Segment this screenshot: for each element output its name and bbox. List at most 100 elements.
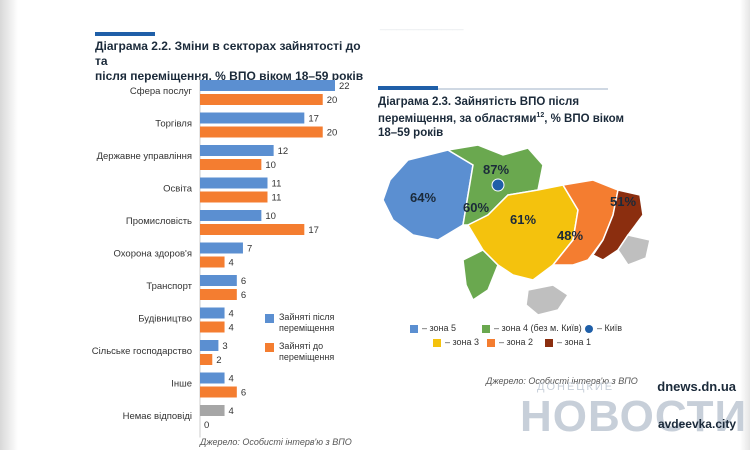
left-chart-title-line2: після переміщення, % ВПО віком 18–59 рок… <box>95 69 364 83</box>
page-edge-shadow <box>0 0 18 450</box>
bar <box>200 145 274 156</box>
map-legend-zone4: – зона 4 (без м. Київ) <box>482 323 582 333</box>
legend-text-zone5: – зона 5 <box>422 323 457 333</box>
map-title-line1: Діаграма 2.3. Зайнятість ВПО після <box>378 96 580 108</box>
map-kyiv-dot <box>491 178 505 192</box>
bar-value-label: 20 <box>327 128 338 139</box>
category-label: Державне управління <box>97 151 192 162</box>
legend-text-zone4: – зона 4 (без м. Київ) <box>494 323 582 333</box>
legend-swatch-zone2 <box>487 338 495 347</box>
map-source: Джерело: Особисті інтерв'ю з ВПО <box>486 376 638 386</box>
map-title-rule <box>438 88 608 90</box>
category-label: Інше <box>171 379 192 390</box>
map-legend-kyiv: – Київ <box>585 323 622 333</box>
bar <box>200 191 268 203</box>
category-label: Транспорт <box>146 281 192 292</box>
category-label: Будівництво <box>138 314 192 325</box>
bar-value-label: 4 <box>229 406 234 417</box>
bar-value-label: 17 <box>308 114 319 125</box>
legend-label-before: Зайняті до переміщення <box>279 341 335 362</box>
bar <box>200 177 268 189</box>
map-label-kyiv: 87% <box>483 162 510 177</box>
bar <box>200 94 323 105</box>
category-label: Сфера послуг <box>130 86 193 97</box>
bar-value-label: 22 <box>339 81 350 92</box>
bar <box>200 386 237 398</box>
map-zone-2 <box>551 179 619 266</box>
bar <box>200 224 305 235</box>
legend-swatch-zone4 <box>482 324 490 333</box>
bar-value-label: 10 <box>265 160 276 171</box>
faded-background-text: _______________ <box>380 20 464 31</box>
watermark-news-logo: НОВОСТИ <box>520 392 748 441</box>
category-label: Охорона здоров'я <box>114 249 193 260</box>
left-chart-source: Джерело: Особисті інтерв'ю з ВПО <box>200 437 352 447</box>
bar-value-label: 0 <box>204 420 209 431</box>
legend-swatch-zone1 <box>545 338 553 347</box>
legend-swatch-after <box>265 314 274 323</box>
category-label: Промисловість <box>126 216 192 227</box>
bar-value-label: 4 <box>229 374 234 385</box>
bar <box>200 372 225 384</box>
bar <box>200 405 225 416</box>
legend-text-zone3: – зона 3 <box>445 337 480 347</box>
bar <box>200 354 213 365</box>
map-zone-1 <box>591 189 644 261</box>
legend-text-zone2: – зона 2 <box>499 337 534 347</box>
bar <box>200 159 262 170</box>
bar <box>200 80 335 91</box>
bar <box>200 340 219 351</box>
map-title-footnote: 12 <box>536 112 545 119</box>
bar-value-label: 7 <box>247 244 252 255</box>
bar-value-label: 4 <box>229 323 234 334</box>
bar-value-label: 6 <box>241 290 246 301</box>
bar-value-label: 20 <box>327 95 338 106</box>
map-title-line2-tail: , % ВПО віком <box>544 112 624 125</box>
map-title-line3: 18–59 років <box>378 126 444 139</box>
page-edge-shadow-right <box>740 0 750 450</box>
left-chart-title-line1: Діаграма 2.2. Зміни в секторах зайнятост… <box>95 39 361 68</box>
category-label: Немає відповіді <box>123 411 192 422</box>
bar-value-label: 3 <box>222 341 227 352</box>
bar <box>200 321 225 333</box>
bar-value-label: 11 <box>272 193 282 204</box>
map-label-zone5: 64% <box>410 190 437 205</box>
map-label-zone1: 51% <box>610 194 637 209</box>
legend-text-kyiv: – Київ <box>597 323 623 333</box>
map-label-zone3: 61% <box>510 212 537 227</box>
watermark-city: avdeevka.city <box>657 417 736 431</box>
map-title-line2: переміщення, за областями12, % ВПО віком <box>378 109 628 126</box>
bar-value-label: 4 <box>229 309 234 320</box>
legend-label-after: Зайняті після переміщення <box>279 312 335 333</box>
watermark-site: dnews.dn.ua <box>657 379 736 394</box>
bar <box>200 242 243 254</box>
map-label-zone4: 60% <box>463 200 490 215</box>
left-chart-title: Діаграма 2.2. Зміни в секторах зайнятост… <box>95 39 365 84</box>
legend-swatch-zone5 <box>410 324 418 333</box>
map-crimea <box>525 284 570 316</box>
watermark-sub: ДОНЕЦКИЕ <box>537 381 615 393</box>
title-accent-bar <box>95 32 155 36</box>
bar <box>200 126 323 138</box>
ukraine-map <box>382 144 651 316</box>
bar-value-label: 10 <box>265 211 276 222</box>
bar <box>200 112 305 124</box>
bar-value-label: 17 <box>308 225 319 236</box>
bar-value-label: 6 <box>241 276 246 287</box>
bar <box>200 210 262 221</box>
legend-swatch-kyiv <box>585 324 593 333</box>
legend-swatch-before <box>265 343 274 352</box>
bar-value-label: 2 <box>216 355 221 366</box>
map-legend-zone1: – зона 1 <box>545 337 591 347</box>
bar <box>200 256 225 268</box>
bar-value-label: 4 <box>229 258 234 269</box>
bar-value-label: 11 <box>272 179 282 190</box>
bar <box>200 289 237 300</box>
map-label-zone2: 48% <box>557 228 584 243</box>
bar <box>200 275 237 286</box>
map-title: Діаграма 2.3. Зайнятість ВПО після перем… <box>378 95 628 140</box>
category-label: Торгівля <box>155 119 192 130</box>
legend-text-zone1: – зона 1 <box>557 337 592 347</box>
bar-value-label: 6 <box>241 388 246 399</box>
